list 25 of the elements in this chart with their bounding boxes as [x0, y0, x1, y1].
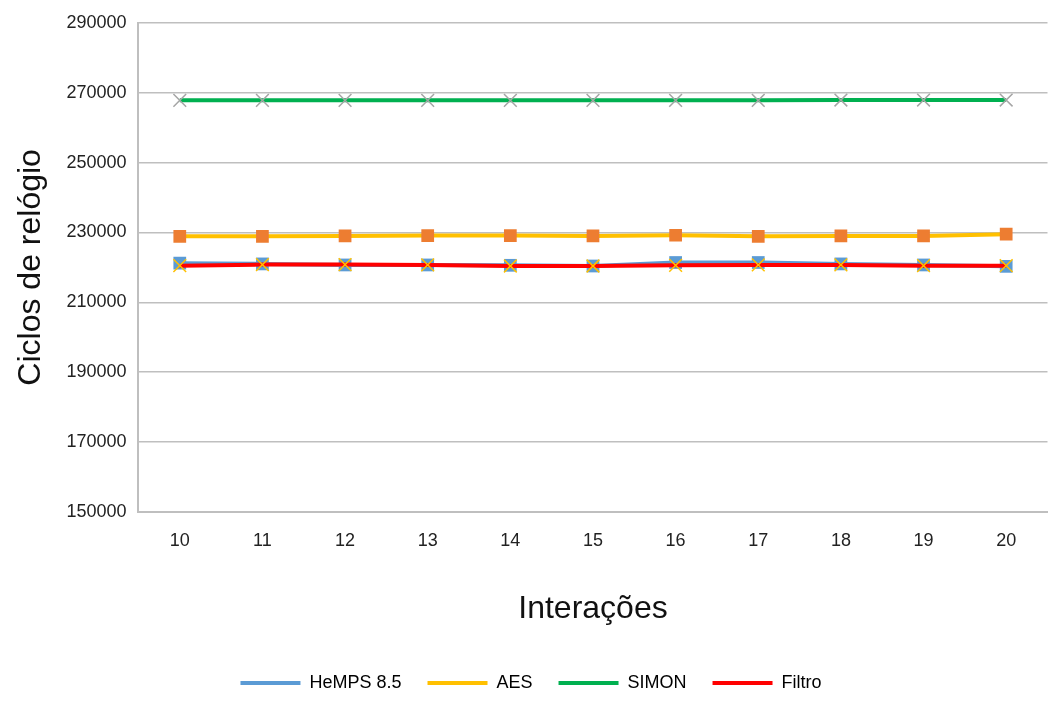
y-tick-label: 290000	[66, 11, 127, 32]
x-tick-label: 15	[582, 529, 603, 550]
x-tick-label: 13	[417, 529, 438, 550]
y-tick-label: 150000	[66, 500, 127, 521]
x-tick-label: 19	[913, 529, 934, 550]
legend-label: SIMON	[627, 671, 687, 692]
y-tick-label: 270000	[66, 81, 127, 102]
x-tick-label: 16	[665, 529, 686, 550]
y-axis-title: Ciclos de relógio	[11, 149, 48, 386]
x-tick-label: 10	[169, 529, 190, 550]
x-tick-label: 11	[253, 529, 272, 550]
legend-label: Filtro	[781, 671, 822, 692]
legend-label: HeMPS 8.5	[309, 671, 402, 692]
y-tick-label: 230000	[66, 221, 127, 242]
x-tick-label: 14	[500, 529, 521, 550]
x-tick-label: 12	[335, 529, 356, 550]
y-tick-label: 190000	[66, 361, 127, 382]
y-tick-label: 210000	[66, 291, 127, 312]
y-tick-label: 250000	[66, 151, 127, 172]
x-tick-label: 20	[996, 529, 1017, 550]
x-tick-label: 17	[748, 529, 769, 550]
legend-label: AES	[496, 671, 533, 692]
x-axis-title: Interações	[518, 588, 668, 625]
y-tick-label: 170000	[66, 431, 127, 452]
x-tick-label: 18	[830, 529, 851, 550]
